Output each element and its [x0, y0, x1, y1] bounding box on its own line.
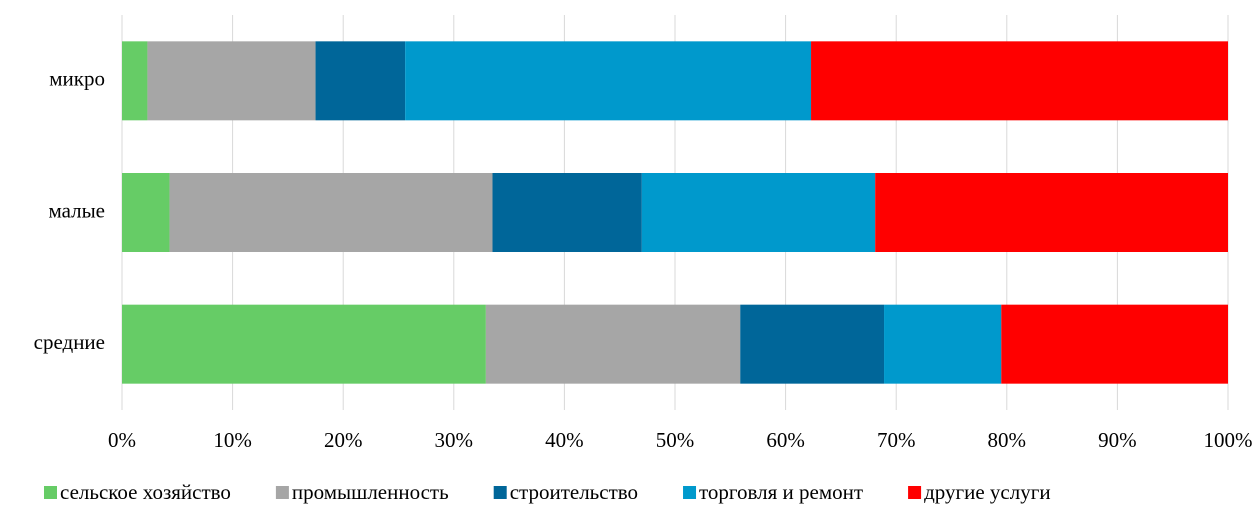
- x-tick-label: 40%: [545, 428, 584, 452]
- bar-segment: [169, 173, 493, 252]
- legend-label: торговля и ремонт: [699, 480, 863, 504]
- bar-segment: [147, 41, 316, 121]
- bar-segment: [1001, 304, 1228, 384]
- bar-segment: [122, 173, 170, 252]
- legend-label: строительство: [510, 480, 638, 504]
- bar-segment: [740, 304, 885, 384]
- legend-swatch: [44, 486, 57, 499]
- x-tick-label: 50%: [656, 428, 695, 452]
- bar-segment: [122, 41, 148, 121]
- x-tick-label: 20%: [324, 428, 363, 452]
- legend-label: сельское хозяйство: [60, 480, 231, 504]
- x-tick-label: 10%: [213, 428, 252, 452]
- bar-segment: [405, 41, 812, 121]
- y-tick-label: микро: [49, 67, 105, 91]
- x-tick-label: 80%: [988, 428, 1027, 452]
- bar-segment: [315, 41, 406, 121]
- bar-segment: [641, 173, 876, 252]
- bar-segment: [492, 173, 642, 252]
- y-tick-label: средние: [34, 330, 105, 354]
- bar-segment: [122, 304, 486, 384]
- bar-segment: [485, 304, 741, 384]
- x-tick-label: 0%: [108, 428, 136, 452]
- legend-label: промышленность: [292, 480, 449, 504]
- legend-swatch: [275, 486, 289, 499]
- legend-swatch: [683, 486, 697, 499]
- bar-segment: [875, 173, 1228, 252]
- x-tick-label: 70%: [877, 428, 916, 452]
- legend-swatch: [493, 486, 507, 499]
- x-tick-label: 30%: [435, 428, 474, 452]
- x-tick-label: 60%: [766, 428, 805, 452]
- bar-segment: [884, 304, 1002, 384]
- x-tick-label: 100%: [1204, 428, 1253, 452]
- bar-segment: [811, 41, 1228, 121]
- x-tick-label: 90%: [1098, 428, 1137, 452]
- legend-swatch: [908, 486, 922, 499]
- y-tick-label: малые: [48, 198, 105, 222]
- legend-label: другие услуги: [924, 480, 1050, 504]
